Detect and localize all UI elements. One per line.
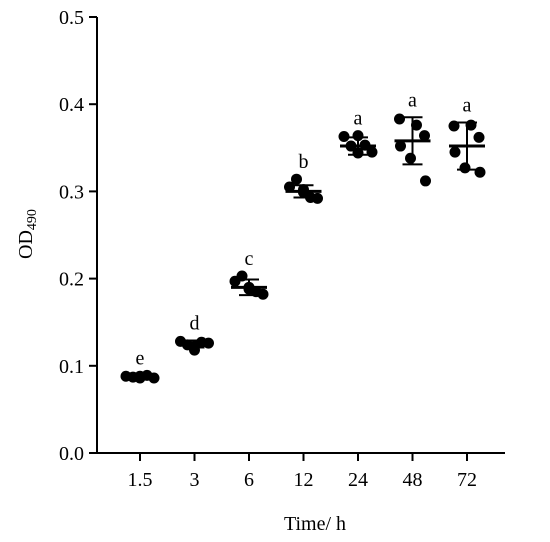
data-point bbox=[257, 288, 269, 300]
significance-letter: a bbox=[354, 108, 363, 130]
x-tick-label: 12 bbox=[294, 469, 314, 491]
y-axis-label: OD490 bbox=[15, 209, 40, 259]
data-point bbox=[366, 146, 378, 158]
data-point bbox=[419, 130, 430, 142]
data-point bbox=[459, 162, 471, 174]
data-point bbox=[405, 152, 416, 164]
x-tick-label: 24 bbox=[348, 469, 368, 491]
group-3: d bbox=[175, 313, 214, 356]
x-tick-label: 48 bbox=[403, 469, 423, 491]
x-tick-label: 3 bbox=[190, 469, 200, 491]
y-tick-label: 0.5 bbox=[59, 7, 84, 29]
x-tick-label: 72 bbox=[457, 469, 477, 491]
y-tick-label: 0.0 bbox=[59, 443, 84, 465]
data-marks: e d c b a a a bbox=[120, 89, 486, 384]
data-point bbox=[338, 130, 350, 142]
data-point bbox=[395, 140, 406, 152]
significance-letter: a bbox=[408, 89, 417, 111]
data-point bbox=[291, 173, 302, 185]
data-point bbox=[448, 120, 460, 132]
data-point bbox=[449, 146, 461, 158]
data-point bbox=[420, 175, 431, 187]
significance-letter: b bbox=[299, 151, 309, 173]
y-axis: 0.0 0.1 0.2 0.3 0.4 0.5 bbox=[59, 7, 98, 465]
x-axis: 1.5 3 6 12 24 48 72 bbox=[96, 452, 505, 491]
group-24: a bbox=[338, 108, 378, 159]
group-1.5: e bbox=[120, 347, 160, 384]
data-point bbox=[474, 166, 486, 178]
data-point bbox=[312, 192, 323, 204]
data-point bbox=[284, 181, 295, 193]
group-48: a bbox=[394, 89, 431, 187]
significance-letter: c bbox=[245, 248, 254, 270]
significance-letter: d bbox=[190, 313, 200, 335]
y-tick-label: 0.3 bbox=[59, 181, 84, 203]
y-tick-label: 0.2 bbox=[59, 269, 84, 291]
data-point bbox=[394, 113, 405, 125]
significance-letter: e bbox=[136, 347, 145, 369]
x-tick-label: 6 bbox=[244, 469, 254, 491]
significance-letter: a bbox=[463, 95, 472, 117]
data-point bbox=[411, 119, 422, 131]
y-axis-label-sub: 490 bbox=[25, 209, 40, 230]
y-tick-label: 0.4 bbox=[59, 94, 84, 116]
x-tick-label: 1.5 bbox=[128, 469, 153, 491]
data-point bbox=[473, 131, 485, 143]
y-axis-label-main: OD bbox=[15, 230, 37, 259]
group-12: b bbox=[284, 151, 323, 204]
y-tick-label: 0.1 bbox=[59, 356, 84, 378]
x-axis-label: Time/ h bbox=[284, 513, 346, 535]
group-6: c bbox=[229, 248, 269, 300]
data-point bbox=[352, 130, 364, 142]
group-72: a bbox=[448, 95, 486, 178]
